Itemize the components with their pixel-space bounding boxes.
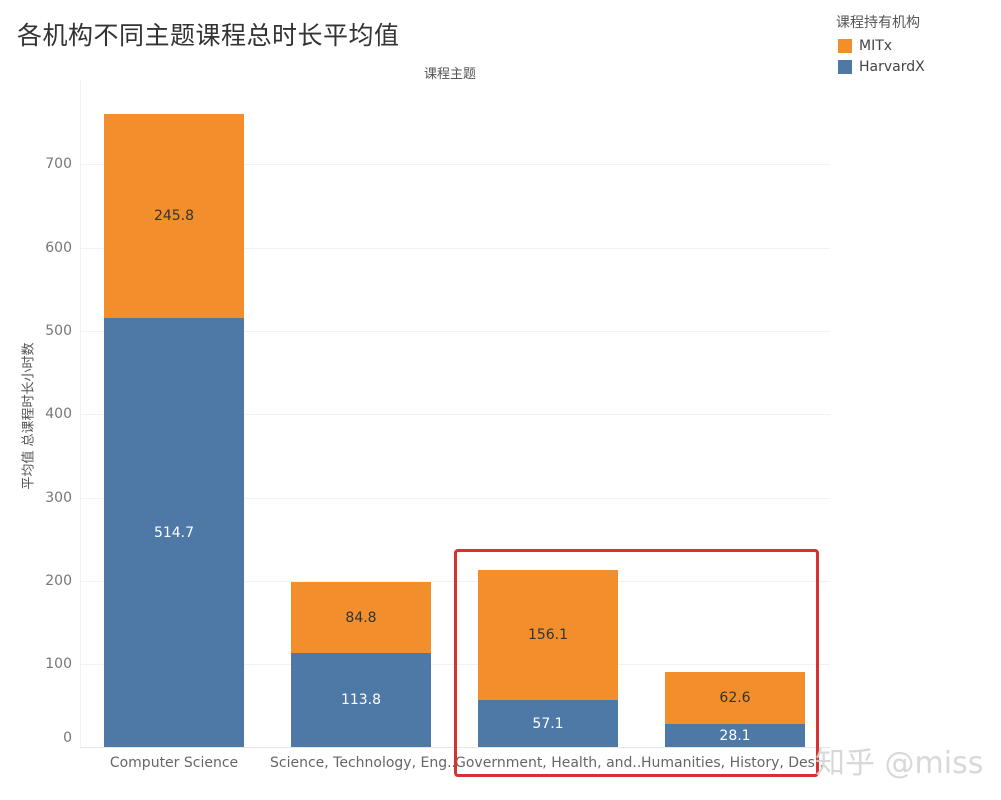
legend-swatch-harvardx bbox=[838, 59, 852, 74]
value-label: 514.7 bbox=[153, 524, 195, 541]
y-tick-200: 200 bbox=[45, 573, 72, 589]
gridline-500 bbox=[80, 331, 830, 332]
bar-segment-harvardx[interactable]: 514.7 bbox=[104, 318, 244, 747]
gridline-400 bbox=[80, 414, 830, 415]
bar-science-technology[interactable]: 84.8 113.8 bbox=[291, 582, 431, 747]
legend-label-harvardx: HarvardX bbox=[859, 58, 925, 75]
value-label: 28.1 bbox=[719, 727, 751, 744]
value-label: 245.8 bbox=[153, 208, 195, 224]
legend-item-harvardx[interactable]: HarvardX bbox=[836, 56, 925, 77]
bar-computer-science[interactable]: 245.8 514.7 bbox=[104, 114, 244, 747]
bar-humanities-history[interactable]: 62.6 28.1 bbox=[665, 672, 805, 747]
value-label: 113.8 bbox=[340, 692, 382, 708]
plot-area: 245.8 514.7 84.8 113.8 156.1 57.1 62.6 2… bbox=[80, 80, 830, 748]
x-label-science-technology: Science, Technology, Eng.. bbox=[270, 755, 456, 771]
y-tick-600: 600 bbox=[45, 240, 72, 256]
legend-item-mitx[interactable]: MITx bbox=[836, 35, 925, 56]
legend-title: 课程持有机构 bbox=[836, 15, 920, 31]
value-label: 156.1 bbox=[527, 627, 569, 643]
legend: 课程持有机构 MITx HarvardX bbox=[836, 12, 925, 77]
bar-segment-harvardx[interactable]: 113.8 bbox=[291, 653, 431, 747]
y-tick-700: 700 bbox=[45, 156, 72, 172]
legend-label-mitx: MITx bbox=[859, 37, 893, 54]
y-tick-400: 400 bbox=[45, 406, 72, 422]
x-axis-header: 课程主题 bbox=[424, 67, 477, 82]
x-label-humanities-history: Humanities, History, Des.. bbox=[641, 755, 824, 771]
value-label: 62.6 bbox=[719, 690, 751, 706]
bar-segment-harvardx[interactable]: 28.1 bbox=[665, 724, 805, 747]
x-label-computer-science: Computer Science bbox=[109, 755, 239, 771]
x-label-government-health: Government, Health, and.. bbox=[455, 755, 642, 771]
gridline-300 bbox=[80, 498, 830, 499]
bar-government-health[interactable]: 156.1 57.1 bbox=[478, 570, 618, 747]
y-tick-100: 100 bbox=[45, 656, 72, 672]
value-label: 57.1 bbox=[532, 715, 564, 732]
bar-segment-mitx[interactable]: 84.8 bbox=[291, 582, 431, 653]
bar-segment-mitx[interactable]: 245.8 bbox=[104, 114, 244, 318]
y-axis-ticks: 0 100 200 300 400 500 600 700 bbox=[0, 80, 80, 748]
bar-segment-harvardx[interactable]: 57.1 bbox=[478, 700, 618, 747]
y-tick-500: 500 bbox=[45, 323, 72, 339]
gridline-700 bbox=[80, 164, 830, 165]
bar-segment-mitx[interactable]: 62.6 bbox=[665, 672, 805, 724]
chart-title: 各机构不同主题课程总时长平均值 bbox=[17, 21, 400, 50]
highlight-annotation-box bbox=[454, 549, 819, 777]
watermark: 知乎 @miss bbox=[815, 746, 984, 781]
value-label: 84.8 bbox=[345, 609, 377, 626]
gridline-600 bbox=[80, 248, 830, 249]
y-tick-0: 0 bbox=[63, 730, 72, 746]
legend-swatch-mitx bbox=[838, 38, 852, 53]
bar-segment-mitx[interactable]: 156.1 bbox=[478, 570, 618, 700]
y-tick-300: 300 bbox=[45, 490, 72, 506]
